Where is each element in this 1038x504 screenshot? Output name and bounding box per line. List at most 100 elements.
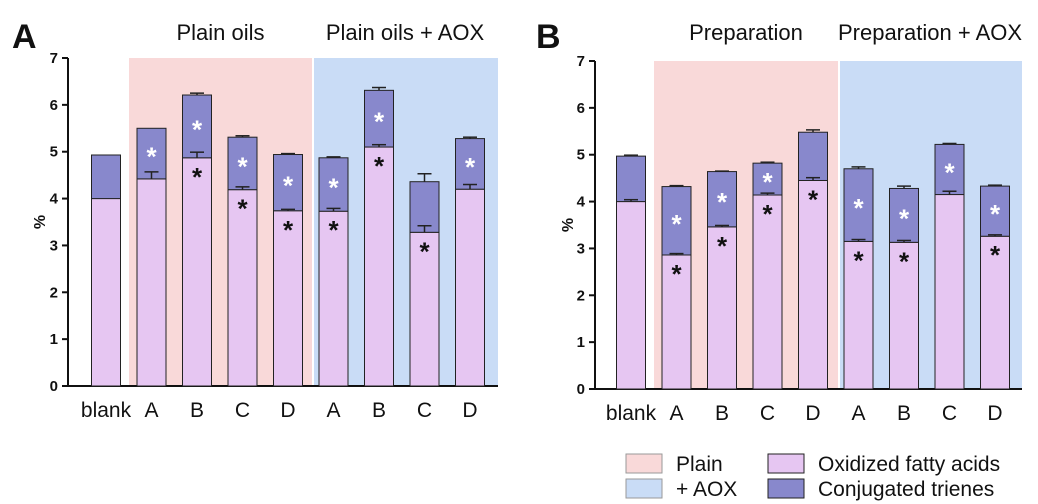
bar-oxidized-fatty-acids	[798, 179, 828, 390]
significance-star-conjugated-trienes: *	[146, 142, 157, 172]
significance-star-conjugated-trienes: *	[853, 193, 864, 223]
legend: Plain + AOX Oxidized fatty acids Conjuga…	[625, 453, 1000, 501]
y-tick-label: 6	[50, 97, 58, 114]
y-tick-label: 2	[50, 284, 58, 301]
x-tick-label: C	[235, 399, 250, 422]
bar-conjugated-trienes	[455, 138, 485, 190]
legend-swatch-ct	[767, 478, 805, 499]
group-label: Preparation	[689, 20, 803, 45]
bar-conjugated-trienes	[934, 143, 965, 196]
significance-star-conjugated-trienes: *	[671, 209, 682, 239]
bar-oxidized-fatty-acids	[752, 194, 783, 390]
x-tick-label: blank	[81, 399, 132, 422]
significance-star-conjugated-trienes: *	[283, 171, 294, 201]
y-tick-label: 6	[577, 100, 585, 117]
group-label: Preparation + AOX	[838, 20, 1022, 45]
significance-star-conjugated-trienes: *	[465, 152, 476, 182]
bar-oxidized-fatty-acids	[318, 210, 349, 387]
y-tick-label: 5	[50, 144, 58, 161]
significance-star-conjugated-trienes: *	[990, 199, 1001, 229]
y-tick-label: 1	[50, 331, 58, 348]
significance-star-conjugated-trienes: *	[237, 151, 248, 181]
bar-oxidized-fatty-acids	[934, 194, 965, 390]
bar-oxidized-fatty-acids	[273, 210, 303, 387]
significance-star-oxidized-fatty-acids: *	[237, 194, 248, 224]
significance-star-oxidized-fatty-acids: *	[192, 162, 203, 192]
panel-letter: A	[12, 18, 37, 56]
x-tick-label: B	[715, 402, 729, 425]
bar-oxidized-fatty-acids	[889, 241, 919, 390]
bar-oxidized-fatty-acids	[616, 201, 646, 390]
x-tick-label: C	[942, 402, 957, 425]
x-tick-label: C	[417, 399, 432, 422]
x-tick-label: A	[669, 402, 683, 425]
y-tick-label: 4	[50, 191, 59, 208]
significance-star-oxidized-fatty-acids: *	[374, 151, 385, 181]
y-tick-label: 1	[577, 334, 585, 351]
y-axis-label: %	[32, 215, 49, 229]
y-tick-label: 7	[577, 53, 585, 70]
bar-conjugated-trienes	[616, 155, 646, 203]
bar-conjugated-trienes	[707, 171, 737, 228]
group-label: Plain oils + AOX	[326, 20, 485, 45]
y-tick-label: 0	[50, 378, 58, 395]
significance-star-conjugated-trienes: *	[192, 114, 203, 144]
bar-oxidized-fatty-acids	[91, 198, 121, 387]
significance-star-oxidized-fatty-acids: *	[990, 240, 1001, 270]
x-tick-label: D	[280, 399, 295, 422]
bar-oxidized-fatty-acids	[455, 188, 485, 387]
legend-swatch-ofa	[767, 453, 805, 474]
x-tick-label: A	[851, 402, 865, 425]
y-axis-label: %	[560, 218, 577, 232]
bar-oxidized-fatty-acids	[364, 146, 394, 387]
group-label: Plain oils	[176, 20, 264, 45]
significance-star-conjugated-trienes: *	[717, 187, 728, 217]
bar-conjugated-trienes	[91, 154, 121, 200]
bar-conjugated-trienes	[273, 154, 303, 212]
x-tick-label: B	[190, 399, 204, 422]
significance-star-oxidized-fatty-acids: *	[899, 246, 910, 276]
significance-star-oxidized-fatty-acids: *	[808, 184, 819, 214]
bar-conjugated-trienes	[798, 131, 828, 181]
x-tick-label: B	[372, 399, 386, 422]
bar-oxidized-fatty-acids	[182, 157, 212, 387]
x-tick-label: D	[805, 402, 820, 425]
significance-star-conjugated-trienes: *	[944, 157, 955, 187]
legend-swatch-plain	[625, 453, 663, 474]
significance-star-conjugated-trienes: *	[328, 173, 339, 203]
y-tick-label: 7	[50, 50, 58, 67]
significance-star-oxidized-fatty-acids: *	[283, 215, 294, 245]
y-tick-label: 5	[577, 147, 585, 164]
significance-star-oxidized-fatty-acids: *	[671, 259, 682, 289]
x-tick-label: A	[326, 399, 340, 422]
x-tick-label: blank	[606, 402, 657, 425]
significance-star-oxidized-fatty-acids: *	[419, 236, 430, 266]
bar-oxidized-fatty-acids	[409, 231, 440, 387]
y-tick-label: 4	[577, 194, 586, 211]
significance-star-oxidized-fatty-acids: *	[328, 215, 339, 245]
bar-oxidized-fatty-acids	[136, 178, 167, 387]
significance-star-conjugated-trienes: *	[762, 167, 773, 197]
significance-star-conjugated-trienes: *	[899, 203, 910, 233]
x-tick-label: C	[760, 402, 775, 425]
legend-label-aox: + AOX	[676, 478, 737, 501]
significance-star-conjugated-trienes: *	[374, 107, 385, 137]
bar-oxidized-fatty-acids	[227, 189, 258, 387]
y-tick-label: 3	[50, 237, 58, 254]
x-tick-label: B	[897, 402, 911, 425]
legend-label-ofa: Oxidized fatty acids	[818, 453, 1000, 476]
x-tick-label: D	[987, 402, 1002, 425]
bar-conjugated-trienes	[889, 187, 919, 243]
x-tick-label: D	[462, 399, 477, 422]
bar-conjugated-trienes	[409, 181, 440, 233]
bar-conjugated-trienes	[980, 185, 1010, 237]
x-tick-label: A	[144, 399, 158, 422]
significance-star-oxidized-fatty-acids: *	[762, 199, 773, 229]
bar-oxidized-fatty-acids	[843, 240, 874, 390]
panel-letter: B	[536, 18, 561, 56]
bar-oxidized-fatty-acids	[661, 254, 692, 390]
y-tick-label: 2	[577, 287, 585, 304]
y-tick-label: 3	[577, 240, 585, 257]
legend-swatch-aox	[625, 478, 663, 499]
